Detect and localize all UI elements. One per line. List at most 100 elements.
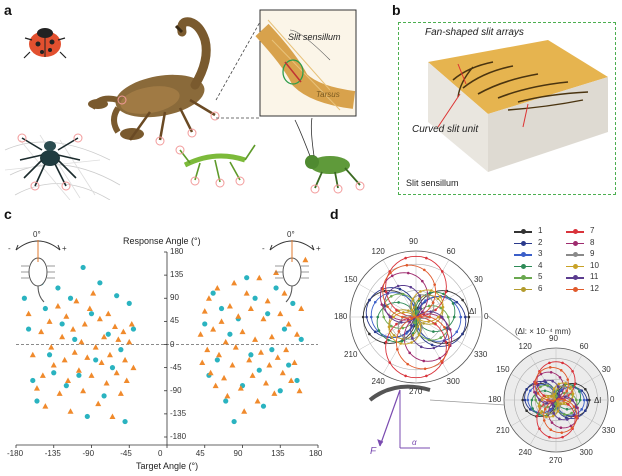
polar-curve-marker	[373, 300, 377, 304]
polar-curve-marker	[423, 367, 427, 371]
polar-angle-label: 210	[344, 349, 358, 359]
orange-triangle-point	[120, 328, 127, 335]
zoom-curve-marker	[564, 381, 567, 385]
orange-triangle-point	[283, 346, 290, 353]
y-tick-label: -135	[170, 408, 187, 418]
orange-triangle-point	[243, 290, 250, 296]
teal-circle-point	[265, 311, 271, 317]
zoom-curve-marker	[563, 398, 566, 402]
teal-circle-point	[273, 285, 279, 291]
zoom-curve-marker	[573, 382, 577, 386]
polar-curve-marker	[433, 283, 436, 286]
polar-curve-marker	[434, 322, 437, 326]
legend-marker-8	[573, 240, 578, 246]
teal-circle-point	[231, 418, 237, 425]
polar-curve-marker	[376, 315, 380, 319]
polar-curve-marker	[396, 284, 400, 288]
zoom-curve-marker	[582, 398, 586, 402]
orange-triangle-point	[38, 328, 45, 335]
polar-curve-marker	[409, 323, 413, 327]
legend-marker-3	[521, 252, 526, 257]
teal-circle-point	[101, 393, 107, 399]
zoom-curve-marker	[552, 411, 555, 415]
zoom-curve-marker	[538, 427, 541, 431]
legend-marker-12	[573, 286, 578, 292]
x-tick-label: -45	[120, 449, 132, 458]
curved-slit-unit-label: Curved slit unit	[412, 124, 479, 135]
orange-triangle-point	[285, 320, 292, 327]
orange-triangle-point	[130, 364, 137, 371]
polar-delta-label: Δl	[469, 307, 477, 316]
polar-curve-marker	[424, 299, 427, 302]
polar-curve-marker	[387, 338, 390, 342]
polar-curve-marker	[431, 309, 435, 313]
zoom-angle-label: 60	[579, 342, 589, 352]
zoom-curve-marker	[544, 381, 548, 384]
slit-sensillum-block	[428, 40, 608, 172]
polar-curve-marker	[459, 315, 463, 319]
orange-triangle-point	[298, 305, 305, 312]
zoom-curve-marker	[566, 378, 570, 381]
teal-circle-point	[72, 336, 78, 342]
orange-triangle-point	[106, 351, 113, 358]
orange-triangle-point	[56, 390, 63, 396]
legend-marker-2	[521, 240, 526, 246]
zoom-curve-marker	[542, 419, 546, 422]
orange-triangle-point	[81, 320, 88, 327]
indicator-left-zero: 0°	[33, 230, 41, 239]
teal-circle-point	[114, 293, 120, 299]
polar-curve-marker	[419, 290, 422, 293]
fan-shaped-slit-arrays-label: Fan-shaped slit arrays	[425, 27, 524, 38]
orange-triangle-point	[50, 362, 57, 368]
zoom-curve-marker	[525, 388, 529, 391]
zoom-angle-label: 300	[579, 447, 593, 457]
zoom-curve-marker	[575, 398, 578, 402]
polar-curve-marker	[430, 343, 434, 347]
orange-triangle-point	[54, 302, 61, 309]
x-tick-label: 45	[195, 449, 205, 458]
polar-angle-label: 300	[446, 376, 460, 386]
teal-circle-point	[105, 331, 111, 337]
polar-curve-marker	[396, 348, 399, 351]
polar-curve-marker	[467, 315, 471, 319]
polar-curve-marker	[442, 339, 446, 342]
polar-curve-marker	[410, 317, 413, 320]
polar-curve-marker	[401, 292, 405, 296]
teal-circle-point	[25, 326, 32, 332]
orange-triangle-point	[71, 349, 78, 355]
polar-spoke	[358, 283, 417, 318]
zoom-curve-marker	[545, 415, 548, 419]
zoom-curve-marker	[578, 398, 582, 402]
zoom-curve-marker	[565, 418, 569, 421]
zoom-curve-marker	[523, 398, 527, 402]
zoom-curve-marker	[553, 392, 557, 396]
ladybug-illustration	[23, 28, 67, 59]
polar-curve-marker	[406, 271, 410, 275]
polar-spoke	[415, 316, 474, 351]
panel-c-letter: c	[4, 206, 12, 222]
zoom-curve-marker	[561, 435, 564, 439]
polar-curve-marker	[395, 308, 398, 312]
orange-triangle-point	[33, 385, 40, 391]
polar-curve-marker	[407, 309, 410, 312]
polar-curve-marker	[386, 292, 390, 295]
zoom-curve-marker	[571, 398, 574, 402]
zoom-delta-label: Δl	[594, 396, 602, 405]
x-tick-label: 135	[271, 449, 285, 458]
zoom-curve-marker	[583, 409, 587, 412]
orange-triangle-point	[199, 359, 206, 365]
teal-circle-point	[55, 285, 61, 291]
teal-circle-point	[290, 300, 296, 306]
orange-triangle-point	[117, 390, 124, 396]
orange-triangle-point	[254, 398, 261, 404]
zoom-curve-marker	[568, 398, 572, 402]
zoom-curve-marker	[559, 426, 563, 430]
orange-triangle-point	[59, 333, 66, 340]
orange-triangle-point	[101, 333, 108, 340]
polar-curve-marker	[388, 315, 392, 319]
zoom-curve-marker	[551, 414, 555, 418]
orange-triangle-point	[115, 336, 122, 342]
polar-curve-marker	[423, 268, 426, 272]
polar-curve-marker	[404, 374, 407, 378]
